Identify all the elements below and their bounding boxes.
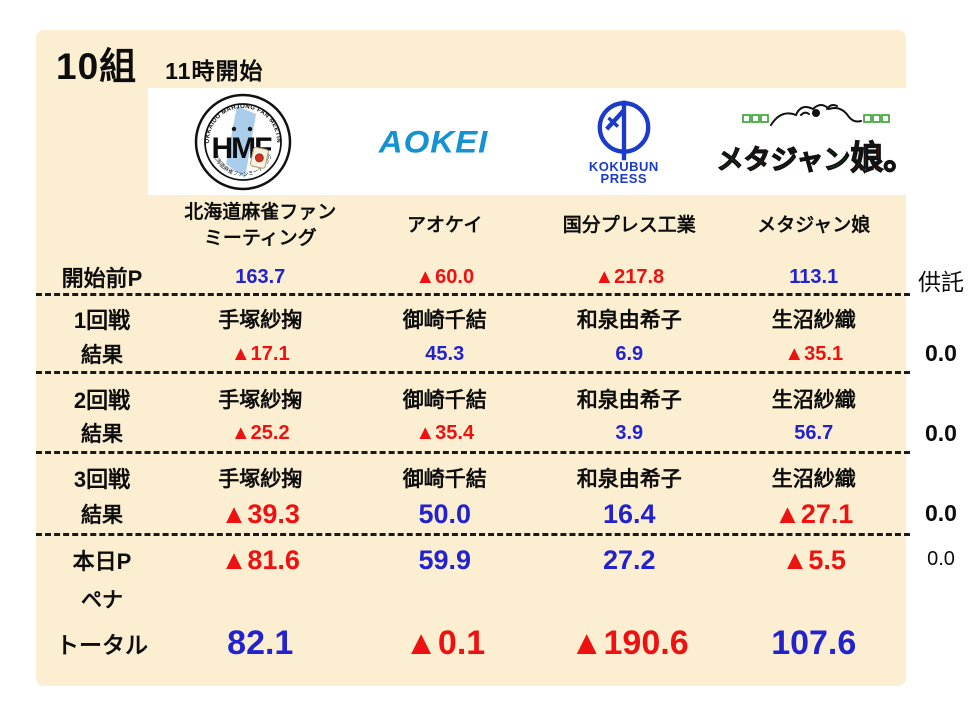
score-cell: 50.0 — [418, 498, 472, 529]
title-bar: 10組 11時開始 — [56, 36, 263, 90]
score-cell: ▲17.1 — [230, 342, 290, 365]
kyotaku-round1-value: 0.0 — [925, 340, 957, 366]
team-header-hmf: 北海道麻雀ファン ミーティング — [184, 202, 337, 249]
score-cell: 113.1 — [789, 265, 839, 288]
kokubun-text-line2: PRESS — [600, 170, 648, 186]
score-cell: ▲60.0 — [415, 265, 475, 288]
score-cell: ▲39.3 — [220, 498, 300, 529]
score-cell: ▲27.1 — [774, 498, 854, 529]
kokubun-mark-icon — [597, 100, 651, 161]
row-label: 1回戦 — [73, 308, 131, 333]
score-cell: 27.2 — [602, 544, 656, 575]
score-cell: ▲5.5 — [781, 544, 846, 575]
score-cell: 6.9 — [615, 342, 644, 365]
score-cell: 56.7 — [794, 421, 834, 444]
row-label: トータル — [56, 632, 148, 658]
player-cell: 生沼紗織 — [771, 309, 856, 332]
player-cell: 御崎千結 — [402, 389, 487, 412]
player-cell: 手塚紗掬 — [218, 468, 303, 491]
row-label: 結果 — [81, 344, 123, 367]
player-cell: 生沼紗織 — [771, 468, 856, 491]
aokei-wordmark: AOKEI — [378, 123, 489, 159]
metajan-musume-logo: メタジャン娘。 — [716, 88, 917, 195]
player-cell: 御崎千結 — [402, 468, 487, 491]
start-time: 11時開始 — [165, 58, 264, 84]
score-cell: 163.7 — [235, 265, 286, 288]
team-header-metajan: メタジャン娘 — [757, 215, 871, 237]
row-round2-results: 結果 ▲25.2 ▲35.4 3.9 56.7 — [36, 414, 906, 452]
row-label: 開始前P — [61, 266, 143, 291]
row-label: 結果 — [81, 423, 123, 446]
row-label: 本日P — [72, 549, 132, 574]
divider — [36, 293, 910, 296]
divider — [36, 451, 910, 454]
player-cell: 和泉由希子 — [576, 468, 682, 491]
player-cell: 手塚紗掬 — [218, 389, 303, 412]
group-number: 10組 — [56, 46, 138, 87]
divider — [36, 371, 910, 374]
kokubun-press-logo: KOKUBUN PRESS — [529, 88, 719, 195]
hmf-logo: HOKKAIDO MAHJONG FAN MEETING 北海道麻雀ファンミーテ… — [148, 88, 338, 195]
player-cell: 手塚紗掬 — [218, 309, 303, 332]
score-cell: 16.4 — [602, 498, 656, 529]
row-label: 2回戦 — [73, 388, 131, 413]
row-today-points: 本日P ▲81.6 59.9 27.2 ▲5.5 — [36, 538, 906, 582]
row-total: トータル 82.1 ▲0.1 ▲190.6 107.6 — [36, 618, 906, 668]
horse-doodle-icon — [742, 103, 891, 126]
row-round2-players: 2回戦 手塚紗掬 御崎千結 和泉由希子 生沼紗織 — [36, 380, 906, 418]
player-cell: 御崎千結 — [402, 309, 487, 332]
score-cell: ▲217.8 — [594, 265, 665, 288]
row-label: 結果 — [81, 504, 123, 527]
hmf-brush-shape — [226, 105, 257, 178]
row-label: 3回戦 — [73, 467, 131, 492]
row-penalty: ペナ — [36, 580, 906, 618]
row-pre-start-points: 開始前P 163.7 ▲60.0 ▲217.8 113.1 — [36, 258, 906, 296]
hmf-badge-icon: HOKKAIDO MAHJONG FAN MEETING 北海道麻雀ファンミーテ… — [193, 92, 292, 190]
divider — [36, 533, 910, 536]
aokei-logo: AOKEI — [338, 88, 528, 195]
player-cell: 和泉由希子 — [576, 309, 682, 332]
player-cell: 和泉由希子 — [576, 389, 682, 412]
row-label: ペナ — [81, 589, 123, 612]
score-cell: ▲81.6 — [220, 544, 300, 575]
row-round1-players: 1回戦 手塚紗掬 御崎千結 和泉由希子 生沼紗織 — [36, 300, 906, 338]
score-cell: 59.9 — [418, 544, 472, 575]
score-cell: ▲35.4 — [415, 421, 475, 444]
team-header-row: 北海道麻雀ファン ミーティング アオケイ 国分プレス工業 メタジャン娘 — [36, 198, 906, 254]
kokubun-text-line1: KOKUBUN — [588, 158, 659, 174]
score-cell: 82.1 — [227, 623, 294, 662]
score-cell: 3.9 — [615, 421, 644, 444]
kyotaku-label: 供託 — [918, 269, 964, 295]
score-cell: ▲190.6 — [569, 623, 689, 662]
score-cell: ▲0.1 — [404, 623, 486, 662]
kyotaku-today-value: 0.0 — [927, 548, 955, 570]
kyotaku-round3-value: 0.0 — [925, 500, 957, 526]
sponsor-logo-strip: HOKKAIDO MAHJONG FAN MEETING 北海道麻雀ファンミーテ… — [148, 88, 917, 195]
row-round3-players: 3回戦 手塚紗掬 御崎千結 和泉由希子 生沼紗織 — [36, 459, 906, 497]
score-cell: ▲25.2 — [230, 421, 290, 444]
metajan-wordmark: メタジャン娘。 — [716, 138, 917, 176]
row-round3-results: 結果 ▲39.3 50.0 16.4 ▲27.1 — [36, 492, 906, 536]
score-cell: 107.6 — [771, 623, 857, 662]
player-cell: 生沼紗織 — [771, 389, 856, 412]
team-header-aokei: アオケイ — [406, 215, 483, 237]
kyotaku-round2-value: 0.0 — [925, 420, 957, 446]
score-cell: 45.3 — [425, 342, 465, 365]
team-header-kokubun: 国分プレス工業 — [562, 215, 696, 237]
score-cell: ▲35.1 — [784, 342, 844, 365]
row-round1-results: 結果 ▲17.1 45.3 6.9 ▲35.1 — [36, 335, 906, 373]
mahjong-tile-icon — [250, 146, 269, 169]
